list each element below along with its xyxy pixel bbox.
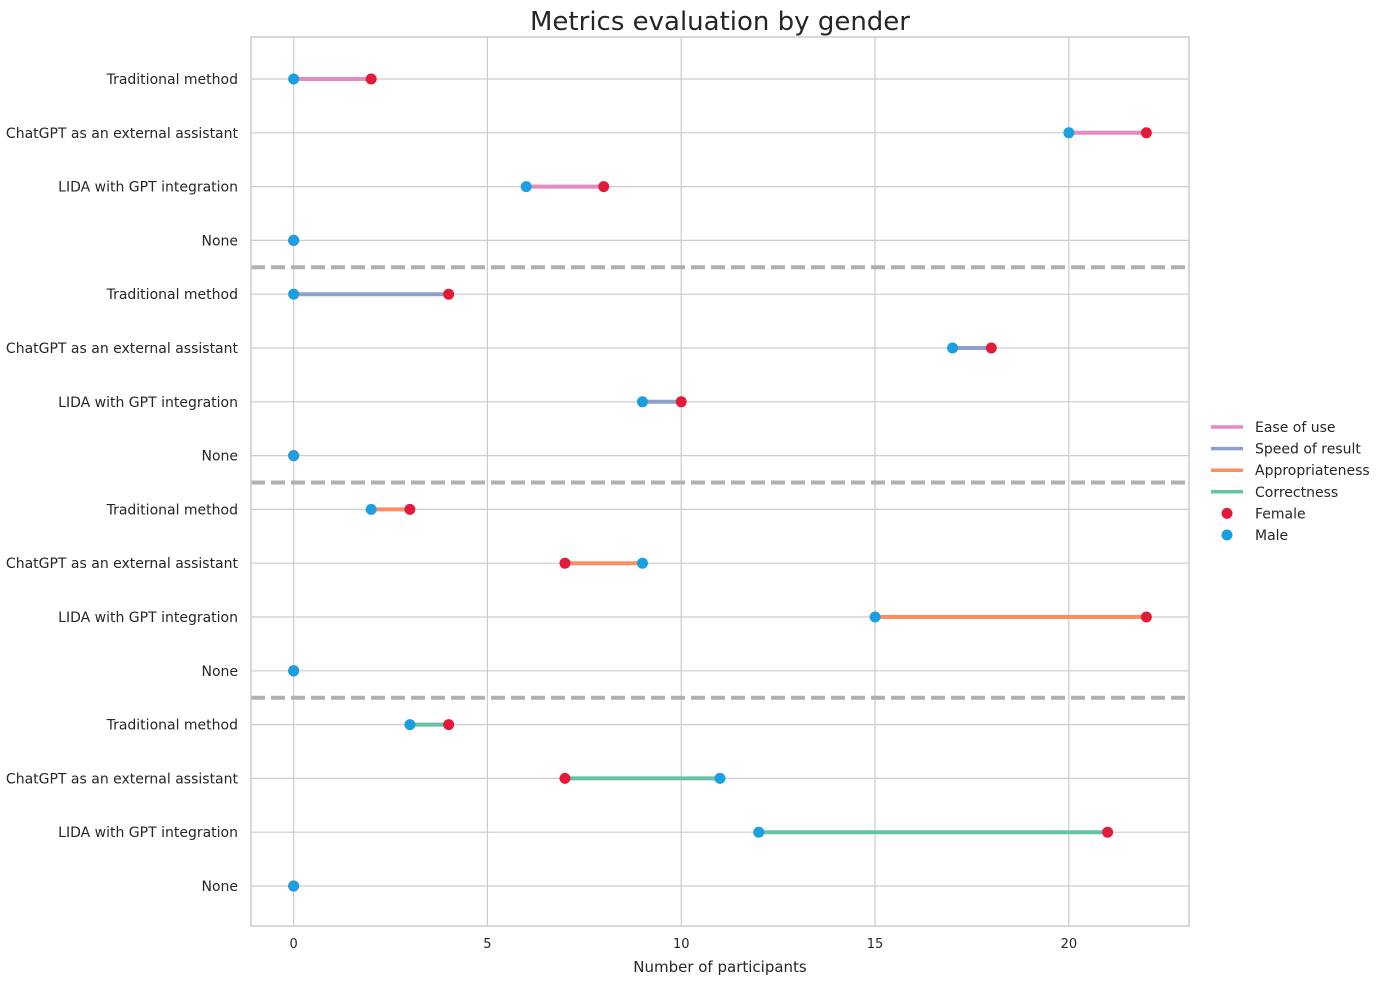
x-axis-label: Number of participants	[633, 958, 807, 976]
plot-frame	[250, 36, 1190, 927]
male-point	[365, 503, 377, 515]
male-point	[288, 73, 300, 85]
legend-marker-swatch	[1221, 507, 1233, 519]
x-tick-label: 20	[1061, 937, 1078, 952]
legend-label: Female	[1255, 506, 1306, 522]
male-point	[869, 611, 881, 623]
y-tick-label: ChatGPT as an external assistant	[6, 341, 239, 357]
female-point	[985, 342, 997, 354]
legend-label: Ease of use	[1255, 420, 1336, 436]
legend-label: Correctness	[1255, 485, 1338, 501]
female-point	[404, 503, 416, 515]
dumbbell-points	[288, 73, 1152, 892]
male-point	[1063, 127, 1075, 139]
male-point	[947, 342, 959, 354]
x-tick-label: 15	[867, 937, 884, 952]
y-tick-label: LIDA with GPT integration	[58, 180, 238, 196]
y-tick-label: None	[201, 664, 238, 680]
y-tick-label: ChatGPT as an external assistant	[6, 126, 239, 142]
male-point	[288, 288, 300, 300]
y-tick-label: None	[201, 233, 238, 249]
male-point	[753, 826, 765, 838]
male-point	[288, 880, 300, 892]
female-point	[1102, 826, 1114, 838]
y-tick-label: Traditional method	[106, 287, 238, 303]
female-point	[365, 73, 377, 85]
female-point	[598, 181, 610, 193]
legend-label: Male	[1255, 528, 1288, 544]
male-point	[636, 396, 648, 408]
male-point	[520, 181, 532, 193]
female-point	[1140, 611, 1152, 623]
male-point	[636, 557, 648, 569]
dumbbell-lines	[293, 77, 1147, 835]
y-tick-label: None	[201, 449, 238, 465]
x-tick-label: 5	[483, 937, 491, 952]
x-tick-label: 0	[289, 937, 297, 952]
y-tick-label: Traditional method	[106, 718, 238, 734]
legend: Ease of use Speed of result Appropriatenes…	[1211, 420, 1370, 544]
legend-marker-swatch	[1221, 529, 1233, 541]
male-point	[288, 234, 300, 246]
y-tick-label: Traditional method	[106, 72, 238, 88]
female-point	[1140, 127, 1152, 139]
y-tick-label: ChatGPT as an external assistant	[6, 556, 239, 572]
group-separators	[251, 265, 1189, 700]
legend-label: Speed of result	[1255, 442, 1361, 458]
male-point	[714, 772, 726, 784]
y-tick-label: LIDA with GPT integration	[58, 610, 238, 626]
y-tick-label: Traditional method	[106, 502, 238, 518]
legend-label: Appropriateness	[1255, 463, 1370, 479]
female-point	[443, 288, 455, 300]
grid-layer	[251, 37, 1189, 926]
y-tick-label: None	[201, 879, 238, 895]
y-tick-label: LIDA with GPT integration	[58, 825, 238, 841]
male-point	[404, 719, 416, 731]
x-tick-labels: 0 5 10 15 20	[289, 937, 1077, 952]
y-tick-label: LIDA with GPT integration	[58, 395, 238, 411]
y-tick-label: ChatGPT as an external assistant	[6, 771, 239, 787]
chart-title: Metrics evaluation by gender	[530, 7, 910, 37]
female-point	[559, 557, 571, 569]
x-tick-label: 10	[673, 937, 690, 952]
male-point	[288, 450, 300, 462]
male-point	[288, 665, 300, 677]
y-tick-labels: Traditional method ChatGPT as an external…	[6, 72, 239, 895]
female-point	[559, 772, 571, 784]
female-point	[675, 396, 687, 408]
female-point	[443, 719, 455, 731]
